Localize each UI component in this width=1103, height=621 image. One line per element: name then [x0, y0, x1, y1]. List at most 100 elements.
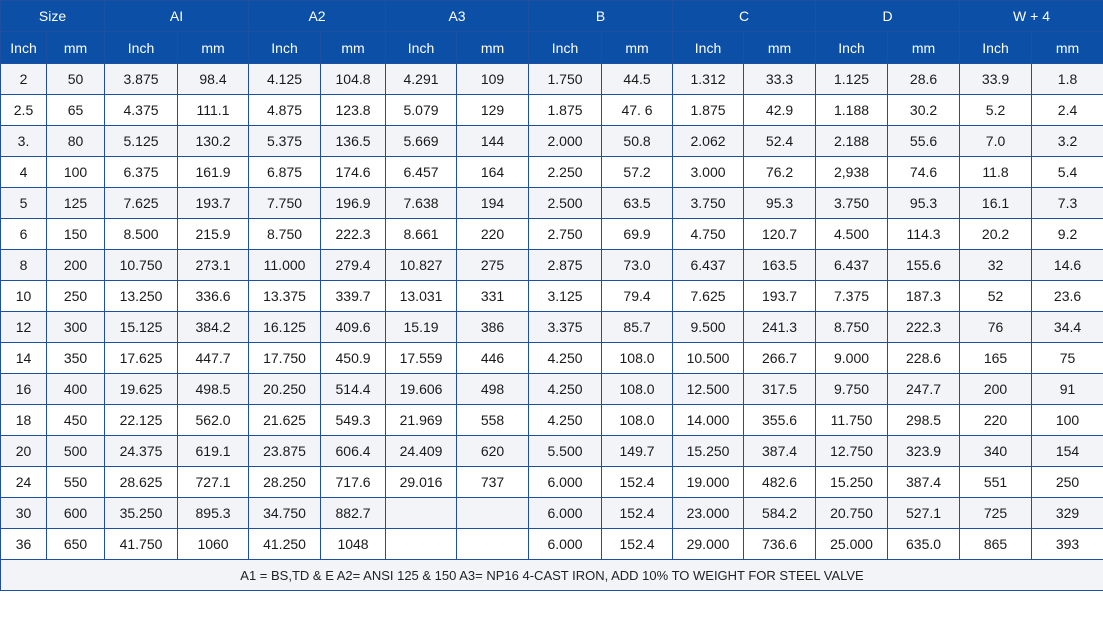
- table-cell: 562.0: [177, 404, 250, 436]
- table-cell: 300: [45, 311, 106, 343]
- table-cell: 3.375: [528, 311, 603, 343]
- table-cell: 79.4: [601, 280, 674, 312]
- table-cell: 2.500: [528, 187, 603, 219]
- table-cell: 1.125: [815, 63, 889, 95]
- table-cell: 21.625: [248, 404, 322, 436]
- table-cell: [456, 497, 530, 529]
- table-cell: 350: [45, 342, 106, 374]
- table-cell: 10.500: [672, 342, 745, 374]
- table-cell: 108.0: [601, 404, 674, 436]
- table-cell: 2.188: [815, 125, 889, 157]
- table-cell: 15.125: [104, 311, 179, 343]
- table-cell: 4.750: [672, 218, 745, 250]
- table-cell: 24: [0, 466, 47, 498]
- table-cell: 50.8: [601, 125, 674, 157]
- table-cell: 1048: [320, 528, 387, 560]
- table-row: 30 600 35.250 895.3 34.750 882.7 6.000 152.4 23.…: [0, 497, 1103, 529]
- unit-header-cell: Inch: [248, 31, 322, 64]
- table-cell: 15.19: [385, 311, 458, 343]
- table-cell: 98.4: [177, 63, 250, 95]
- table-cell: 865: [959, 528, 1033, 560]
- table-cell: 108.0: [601, 342, 674, 374]
- table-cell: 14.6: [1031, 249, 1103, 281]
- table-cell: 222.3: [320, 218, 387, 250]
- table-cell: 12.500: [672, 373, 745, 405]
- table-cell: 8.661: [385, 218, 458, 250]
- table-cell: 85.7: [601, 311, 674, 343]
- table-cell: 250: [1031, 466, 1103, 498]
- table-cell: 6.000: [528, 466, 603, 498]
- valve-dimensions-table: Size AI A2 A3 B C D W + 4 Inch mm Inch mm In…: [0, 0, 1103, 591]
- table-cell: 108.0: [601, 373, 674, 405]
- table-cell: 384.2: [177, 311, 250, 343]
- table-cell: 3.750: [672, 187, 745, 219]
- table-cell: 527.1: [887, 497, 961, 529]
- group-header-a1: AI: [104, 0, 250, 32]
- table-cell: 20.250: [248, 373, 322, 405]
- table-row: 24 550 28.625 727.1 28.250 717.6 29.016 737 6.00…: [0, 466, 1103, 498]
- table-cell: 163.5: [743, 249, 817, 281]
- table-cell: 4.375: [104, 94, 179, 126]
- table-cell: 152.4: [601, 528, 674, 560]
- table-cell: 52: [959, 280, 1033, 312]
- table-cell: 5.375: [248, 125, 322, 157]
- table-cell: 24.409: [385, 435, 458, 467]
- table-cell: 194: [456, 187, 530, 219]
- table-cell: 11.8: [959, 156, 1033, 188]
- table-cell: 164: [456, 156, 530, 188]
- table-cell: 165: [959, 342, 1033, 374]
- table-cell: 152.4: [601, 466, 674, 498]
- table-cell: 331: [456, 280, 530, 312]
- table-cell: 7.750: [248, 187, 322, 219]
- table-row: 14 350 17.625 447.7 17.750 450.9 17.559 446 4.25…: [0, 342, 1103, 374]
- table-cell: 13.375: [248, 280, 322, 312]
- table-cell: 7.625: [104, 187, 179, 219]
- table-cell: 33.9: [959, 63, 1033, 95]
- table-cell: 620: [456, 435, 530, 467]
- table-cell: 74.6: [887, 156, 961, 188]
- table-row: 2.5 65 4.375 111.1 4.875 123.8 5.079 129 1.875 47…: [0, 94, 1103, 126]
- table-cell: 42.9: [743, 94, 817, 126]
- table-cell: 400: [45, 373, 106, 405]
- table-cell: 33.3: [743, 63, 817, 95]
- table-row: 20 500 24.375 619.1 23.875 606.4 24.409 620 5.50…: [0, 435, 1103, 467]
- table-cell: 1.875: [528, 94, 603, 126]
- table-cell: 7.625: [672, 280, 745, 312]
- table-cell: 317.5: [743, 373, 817, 405]
- table-cell: 4.291: [385, 63, 458, 95]
- unit-header-cell: mm: [601, 31, 674, 64]
- table-cell: 1.188: [815, 94, 889, 126]
- table-cell: 2: [0, 63, 47, 95]
- unit-header-cell: mm: [1031, 31, 1103, 64]
- table-row: 12 300 15.125 384.2 16.125 409.6 15.19 386 3.375…: [0, 311, 1103, 343]
- table-cell: 120.7: [743, 218, 817, 250]
- table-cell: 498.5: [177, 373, 250, 405]
- table-cell: 150: [45, 218, 106, 250]
- table-cell: 279.4: [320, 249, 387, 281]
- group-header-a2: A2: [248, 0, 387, 32]
- table-cell: 34.4: [1031, 311, 1103, 343]
- table-cell: 50: [45, 63, 106, 95]
- table-cell: 17.750: [248, 342, 322, 374]
- table-cell: 17.559: [385, 342, 458, 374]
- table-cell: 220: [959, 404, 1033, 436]
- table-cell: 154: [1031, 435, 1103, 467]
- table-cell: 298.5: [887, 404, 961, 436]
- table-cell: 3.: [0, 125, 47, 157]
- table-cell: 7.0: [959, 125, 1033, 157]
- table-cell: 41.250: [248, 528, 322, 560]
- table-cell: 1.750: [528, 63, 603, 95]
- table-cell: 21.969: [385, 404, 458, 436]
- table-cell: 15.250: [815, 466, 889, 498]
- table-cell: 11.000: [248, 249, 322, 281]
- table-cell: 6.000: [528, 528, 603, 560]
- table-cell: 8: [0, 249, 47, 281]
- table-cell: 76: [959, 311, 1033, 343]
- table-cell: 25.000: [815, 528, 889, 560]
- table-cell: 323.9: [887, 435, 961, 467]
- table-cell: 200: [45, 249, 106, 281]
- table-cell: 200: [959, 373, 1033, 405]
- unit-header-cell: mm: [320, 31, 387, 64]
- table-cell: 215.9: [177, 218, 250, 250]
- table-cell: 386: [456, 311, 530, 343]
